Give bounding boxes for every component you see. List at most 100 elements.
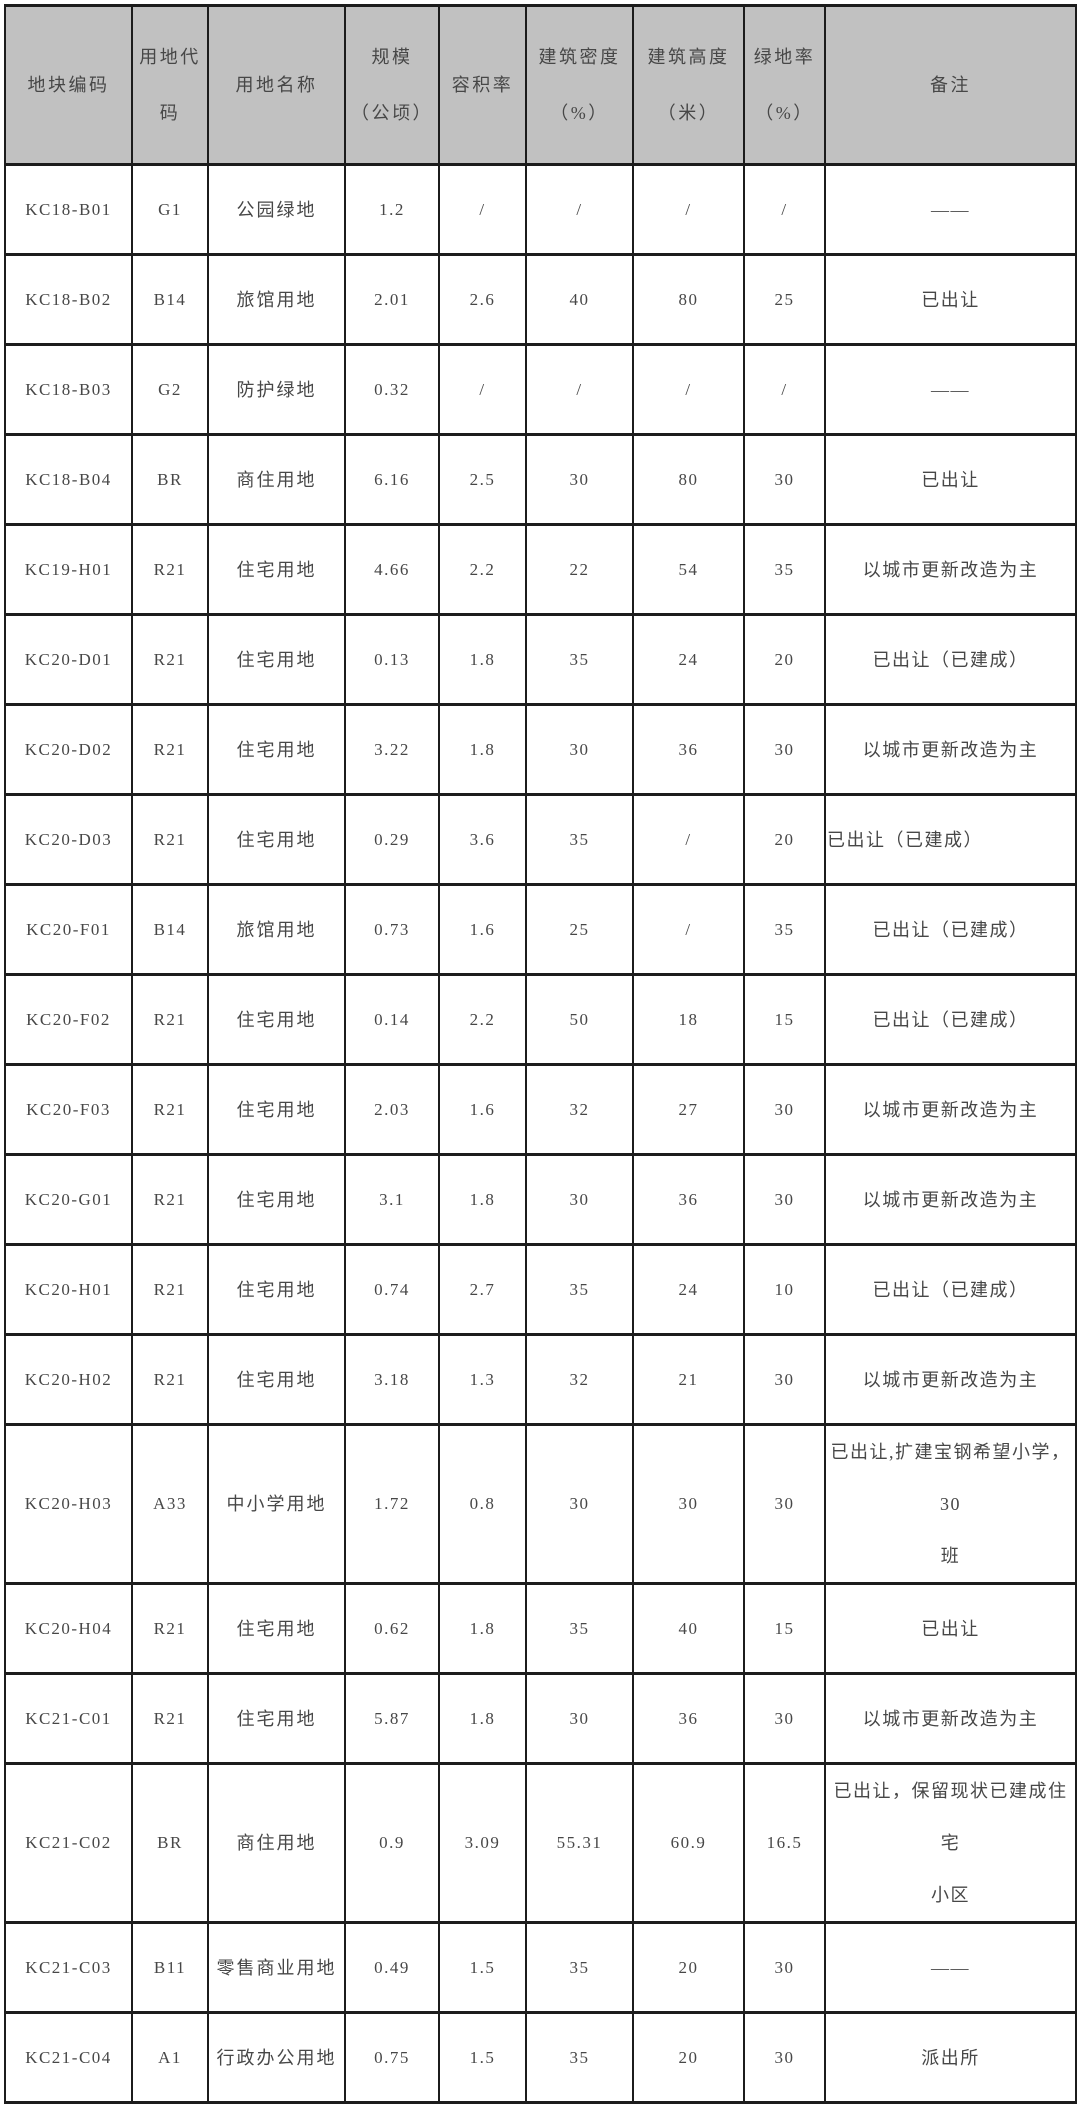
cell-green_rate: 20 <box>743 793 826 886</box>
cell-height_m: 20 <box>632 1921 745 2014</box>
cell-land_code: BR <box>131 433 209 526</box>
column-header-height_m: 建筑高度 （米） <box>632 4 745 166</box>
cell-density: 55.31 <box>525 1762 634 1924</box>
cell-land_code: A33 <box>131 1423 209 1585</box>
cell-land_code: R21 <box>131 523 209 616</box>
cell-height_m: / <box>632 343 745 436</box>
table-row: KC18-B03 G2 防护绿地 0.32// / / —— <box>4 343 1077 436</box>
cell-density: 35 <box>525 613 634 706</box>
column-header-far: 容积率 <box>438 4 527 166</box>
column-header-green_rate: 绿地率 （%） <box>743 4 826 166</box>
cell-height_m: 36 <box>632 703 745 796</box>
cell-land_code: B14 <box>131 883 209 976</box>
cell-land_name: 公园绿地 <box>207 163 346 256</box>
cell-scale: 3.18 <box>344 1333 440 1426</box>
cell-land_code: BR <box>131 1762 209 1924</box>
cell-density: 30 <box>525 1423 634 1585</box>
cell-code: KC18-B03 <box>4 343 133 436</box>
cell-scale: 2.03 <box>344 1063 440 1156</box>
cell-land_code: G1 <box>131 163 209 256</box>
cell-density: 35 <box>525 793 634 886</box>
header-row: 地块编码 用地代 码用地名称 规模 （公顷） 容积率 建筑密度 （%） 建筑高度 （米）绿… <box>4 4 1077 166</box>
table-row: KC20-D03 R21 住宅用地 0.29 3.6 35/20 已出让（已建成） <box>4 793 1077 886</box>
cell-green_rate: 30 <box>743 1063 826 1156</box>
cell-height_m: 24 <box>632 613 745 706</box>
cell-land_name: 防护绿地 <box>207 343 346 436</box>
cell-scale: 0.73 <box>344 883 440 976</box>
cell-far: / <box>438 163 527 256</box>
cell-code: KC20-H02 <box>4 1333 133 1426</box>
cell-remark: 派出所 <box>824 2011 1077 2104</box>
cell-height_m: / <box>632 163 745 256</box>
cell-green_rate: 30 <box>743 1921 826 2014</box>
cell-code: KC20-F01 <box>4 883 133 976</box>
table-row: KC21-C02 BR 商住用地 0.9 3.09 55.31 60.9 16.5 已出让，保留… <box>4 1762 1077 1924</box>
cell-green_rate: 16.5 <box>743 1762 826 1924</box>
cell-far: 1.6 <box>438 1063 527 1156</box>
cell-height_m: 30 <box>632 1423 745 1585</box>
table-row: KC20-D02 R21 住宅用地 3.22 1.8 30 36 30 以城市更新改造为主 <box>4 703 1077 796</box>
cell-scale: 0.29 <box>344 793 440 886</box>
table-row: KC20-H04 R21 住宅用地 0.62 1.8 35 40 15 已出让 <box>4 1582 1077 1675</box>
cell-land_code: R21 <box>131 703 209 796</box>
cell-height_m: 36 <box>632 1672 745 1765</box>
cell-height_m: 27 <box>632 1063 745 1156</box>
table-row: KC20-F01 B14 旅馆用地 0.73 1.6 25/35 已出让（已建成） <box>4 883 1077 976</box>
cell-density: / <box>525 163 634 256</box>
cell-green_rate: 30 <box>743 703 826 796</box>
cell-land_name: 住宅用地 <box>207 523 346 616</box>
cell-scale: 5.87 <box>344 1672 440 1765</box>
cell-far: 2.2 <box>438 973 527 1066</box>
cell-scale: 0.62 <box>344 1582 440 1675</box>
cell-scale: 2.01 <box>344 253 440 346</box>
cell-land_code: A1 <box>131 2011 209 2104</box>
cell-green_rate: 30 <box>743 1153 826 1246</box>
cell-code: KC18-B02 <box>4 253 133 346</box>
cell-land_name: 住宅用地 <box>207 1243 346 1336</box>
cell-code: KC20-D03 <box>4 793 133 886</box>
land-use-control-table: 地块编码 用地代 码用地名称 规模 （公顷） 容积率 建筑密度 （%） 建筑高度 （米）绿… <box>4 4 1077 2104</box>
cell-density: 35 <box>525 2011 634 2104</box>
cell-height_m: 20 <box>632 2011 745 2104</box>
table-row: KC18-B01 G1 公园绿地 1.2// / / —— <box>4 163 1077 256</box>
cell-land_name: 商住用地 <box>207 1762 346 1924</box>
cell-green_rate: / <box>743 163 826 256</box>
cell-land_name: 住宅用地 <box>207 703 346 796</box>
table-row: KC20-D01 R21 住宅用地 0.13 1.8 35 24 20 已出让（已建成） <box>4 613 1077 706</box>
cell-land_name: 零售商业用地 <box>207 1921 346 2014</box>
cell-remark: —— <box>824 163 1077 256</box>
cell-green_rate: 25 <box>743 253 826 346</box>
cell-height_m: 24 <box>632 1243 745 1336</box>
table-row: KC18-B02 B14 旅馆用地 2.01 2.6 40 80 25 已出让 <box>4 253 1077 346</box>
cell-green_rate: 15 <box>743 1582 826 1675</box>
cell-green_rate: 35 <box>743 523 826 616</box>
table-row: KC19-H01 R21 住宅用地 4.66 2.2 22 54 35 以城市更新改造为主 <box>4 523 1077 616</box>
column-header-code: 地块编码 <box>4 4 133 166</box>
cell-code: KC20-F03 <box>4 1063 133 1156</box>
cell-code: KC20-F02 <box>4 973 133 1066</box>
cell-remark: 已出让 <box>824 1582 1077 1675</box>
cell-land_name: 住宅用地 <box>207 613 346 706</box>
cell-land_name: 中小学用地 <box>207 1423 346 1585</box>
cell-land_code: R21 <box>131 1153 209 1246</box>
cell-land_code: R21 <box>131 1063 209 1156</box>
cell-land_name: 住宅用地 <box>207 973 346 1066</box>
cell-green_rate: 30 <box>743 1333 826 1426</box>
cell-far: 1.6 <box>438 883 527 976</box>
cell-scale: 1.2 <box>344 163 440 256</box>
cell-code: KC18-B04 <box>4 433 133 526</box>
table-header: 地块编码 用地代 码用地名称 规模 （公顷） 容积率 建筑密度 （%） 建筑高度 （米）绿… <box>4 4 1077 166</box>
cell-density: 25 <box>525 883 634 976</box>
table-row: KC20-F03 R21 住宅用地 2.03 1.6 32 27 30 以城市更新改造为主 <box>4 1063 1077 1156</box>
cell-density: 32 <box>525 1063 634 1156</box>
cell-remark: 以城市更新改造为主 <box>824 1672 1077 1765</box>
cell-far: 2.7 <box>438 1243 527 1336</box>
column-header-remark: 备注 <box>824 4 1077 166</box>
cell-far: 3.09 <box>438 1762 527 1924</box>
table-row: KC20-F02 R21 住宅用地 0.14 2.2 50 18 15 已出让（已建成） <box>4 973 1077 1066</box>
cell-scale: 0.75 <box>344 2011 440 2104</box>
cell-code: KC20-D02 <box>4 703 133 796</box>
cell-code: KC21-C03 <box>4 1921 133 2014</box>
cell-remark: 以城市更新改造为主 <box>824 1333 1077 1426</box>
cell-land_code: B14 <box>131 253 209 346</box>
